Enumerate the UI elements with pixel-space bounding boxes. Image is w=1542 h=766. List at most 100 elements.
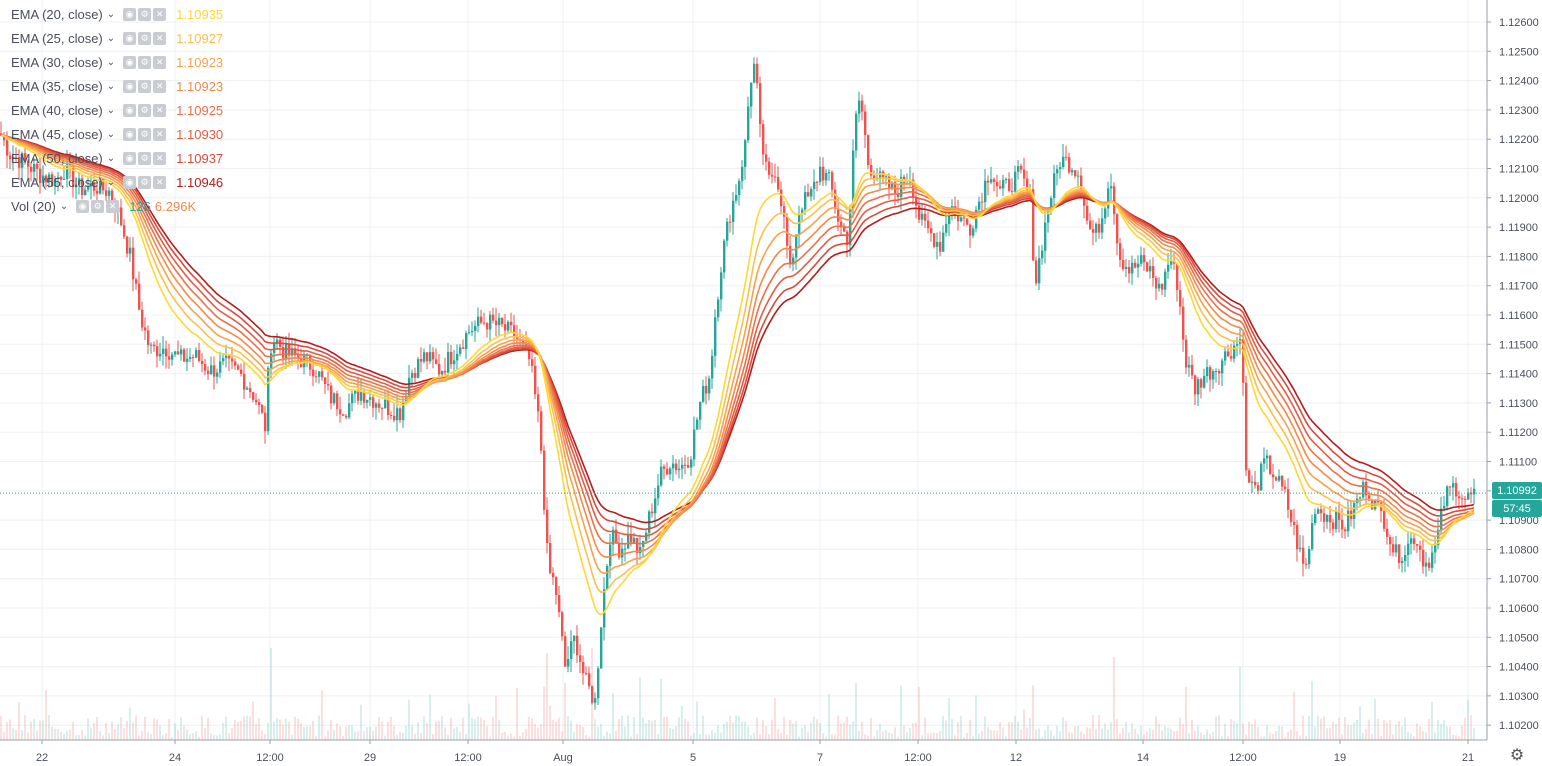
volume-bar xyxy=(48,715,50,740)
gear-icon[interactable]: ⚙ xyxy=(138,55,152,69)
volume-bar xyxy=(831,734,833,740)
gear-icon[interactable]: ⚙ xyxy=(138,127,152,141)
eye-icon[interactable]: ◉ xyxy=(123,55,137,69)
volume-bar xyxy=(1275,730,1277,740)
eye-icon[interactable]: ◉ xyxy=(123,31,137,45)
volume-bar xyxy=(576,724,578,740)
legend-row-ema[interactable]: EMA (55, close) ⌄ ◉ ⚙ ✕ 1.10946 xyxy=(0,170,223,194)
volume-bar xyxy=(1332,721,1334,740)
eye-icon[interactable]: ◉ xyxy=(123,151,137,165)
volume-bar xyxy=(405,725,407,740)
volume-bar xyxy=(147,732,149,740)
chevron-down-icon[interactable]: ⌄ xyxy=(59,200,69,212)
volume-bar xyxy=(870,717,872,740)
eye-icon[interactable]: ◉ xyxy=(123,175,137,189)
volume-bar xyxy=(372,730,374,740)
legend-row-ema[interactable]: EMA (20, close) ⌄ ◉ ⚙ ✕ 1.10935 xyxy=(0,2,223,26)
chevron-down-icon[interactable]: ⌄ xyxy=(106,8,116,20)
eye-icon[interactable]: ◉ xyxy=(123,127,137,141)
chevron-down-icon[interactable]: ⌄ xyxy=(106,152,116,164)
legend-row-ema[interactable]: EMA (50, close) ⌄ ◉ ⚙ ✕ 1.10937 xyxy=(0,146,223,170)
candle-body xyxy=(1443,505,1446,509)
volume-bar xyxy=(909,727,911,740)
chevron-down-icon[interactable]: ⌄ xyxy=(106,104,116,116)
legend-row-ema[interactable]: EMA (30, close) ⌄ ◉ ⚙ ✕ 1.10923 xyxy=(0,50,223,74)
volume-bar xyxy=(630,736,632,740)
chevron-down-icon[interactable]: ⌄ xyxy=(106,56,116,68)
candle-body xyxy=(1299,547,1302,550)
gear-icon[interactable]: ⚙ xyxy=(138,151,152,165)
legend-row-ema[interactable]: EMA (45, close) ⌄ ◉ ⚙ ✕ 1.10930 xyxy=(0,122,223,146)
close-icon[interactable]: ✕ xyxy=(153,151,167,165)
candle-body xyxy=(1182,306,1185,340)
candle-body xyxy=(723,240,726,273)
candle-body xyxy=(582,661,585,674)
legend-row-ema[interactable]: EMA (35, close) ⌄ ◉ ⚙ ✕ 1.10923 xyxy=(0,74,223,98)
volume-bar xyxy=(1098,715,1100,740)
volume-bar xyxy=(1185,687,1187,740)
chevron-down-icon[interactable]: ⌄ xyxy=(106,128,116,140)
volume-bar xyxy=(429,694,431,740)
candle-body xyxy=(1305,563,1308,565)
candle-body xyxy=(714,317,717,356)
candle-body xyxy=(846,231,849,246)
close-icon[interactable]: ✕ xyxy=(153,31,167,45)
volume-bar xyxy=(1128,732,1130,740)
close-icon[interactable]: ✕ xyxy=(153,103,167,117)
candle-body xyxy=(1041,250,1044,259)
volume-bar xyxy=(1086,727,1088,740)
candle-body xyxy=(1191,364,1194,376)
volume-bar xyxy=(1290,729,1292,740)
candle-body xyxy=(1224,351,1227,361)
volume-bar xyxy=(1227,736,1229,740)
eye-icon[interactable]: ◉ xyxy=(123,7,137,21)
chevron-down-icon[interactable]: ⌄ xyxy=(106,176,116,188)
legend-row-ema[interactable]: EMA (40, close) ⌄ ◉ ⚙ ✕ 1.10925 xyxy=(0,98,223,122)
legend-row-ema[interactable]: EMA (25, close) ⌄ ◉ ⚙ ✕ 1.10927 xyxy=(0,26,223,50)
close-icon[interactable]: ✕ xyxy=(153,55,167,69)
gear-icon[interactable]: ⚙ xyxy=(138,175,152,189)
volume-bar xyxy=(1230,719,1232,740)
close-icon[interactable]: ✕ xyxy=(153,175,167,189)
close-icon[interactable]: ✕ xyxy=(153,127,167,141)
y-tick-label: 1.12100 xyxy=(1499,164,1539,176)
volume-bar xyxy=(240,720,242,740)
candle-body xyxy=(690,459,693,468)
candle-body xyxy=(111,190,114,201)
candle-body xyxy=(1386,528,1389,538)
candle-body xyxy=(1131,262,1134,274)
volume-bar xyxy=(93,723,95,740)
candle-body xyxy=(984,180,987,203)
close-icon[interactable]: ✕ xyxy=(106,199,120,213)
eye-icon[interactable]: ◉ xyxy=(123,79,137,93)
volume-bar xyxy=(1080,731,1082,740)
volume-bar xyxy=(1206,729,1208,740)
candle-body xyxy=(33,163,36,172)
candle-body xyxy=(99,178,102,194)
volume-bar xyxy=(978,733,980,740)
eye-icon[interactable]: ◉ xyxy=(123,103,137,117)
candle-body xyxy=(1059,167,1062,170)
volume-bar xyxy=(573,732,575,740)
indicator-legend: EMA (20, close) ⌄ ◉ ⚙ ✕ 1.10935 EMA (25, close… xyxy=(0,2,223,218)
gear-icon[interactable]: ⚙ xyxy=(138,103,152,117)
gear-icon[interactable]: ⚙ xyxy=(138,79,152,93)
close-icon[interactable]: ✕ xyxy=(153,79,167,93)
close-icon[interactable]: ✕ xyxy=(153,7,167,21)
settings-gear-icon[interactable]: ⚙ xyxy=(1509,747,1525,764)
candle-body xyxy=(636,538,639,554)
volume-bar xyxy=(264,733,266,740)
chevron-down-icon[interactable]: ⌄ xyxy=(106,80,116,92)
chevron-down-icon[interactable]: ⌄ xyxy=(106,32,116,44)
gear-icon[interactable]: ⚙ xyxy=(138,7,152,21)
candle-body xyxy=(684,464,687,466)
candle-body xyxy=(975,209,978,229)
candle-body xyxy=(216,372,219,377)
candle-body xyxy=(1287,489,1290,510)
legend-row-volume[interactable]: Vol (20) ⌄ ◉ ⚙ ✕ 126 6.296K xyxy=(0,194,223,218)
gear-icon[interactable]: ⚙ xyxy=(138,31,152,45)
gear-icon[interactable]: ⚙ xyxy=(91,199,105,213)
candle-body xyxy=(183,349,186,362)
eye-icon[interactable]: ◉ xyxy=(76,199,90,213)
